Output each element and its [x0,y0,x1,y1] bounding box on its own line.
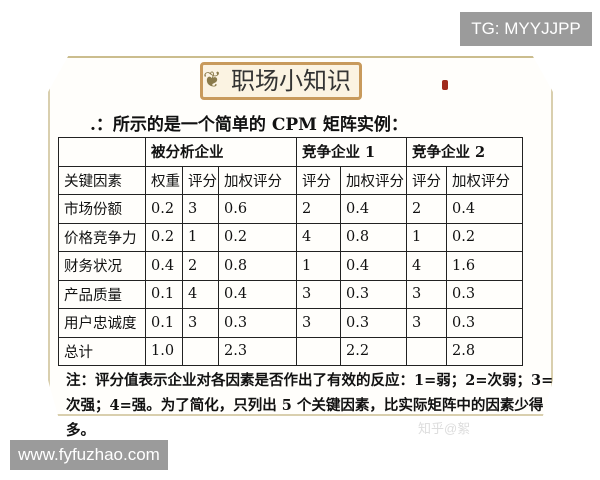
column-header: 加权评分 [218,165,297,195]
group-header: 竞争企业 2 [406,137,523,167]
table-cell: 1 [182,222,219,252]
table-cell: 0.4 [446,194,523,224]
table-cell: 3 [182,194,219,224]
column-header: 权重 [145,165,183,195]
table-cell [182,336,219,366]
table-cell: 4 [406,251,447,281]
table-row: 市场份额 0.2 3 0.6 2 0.4 2 0.4 [58,194,523,224]
table-cell: 1.6 [446,251,523,281]
group-header: 被分析企业 [145,137,297,167]
column-header: 评分 [182,165,219,195]
table-cell [406,336,447,366]
table-cell: 0.4 [340,194,407,224]
column-header: 加权评分 [446,165,523,195]
table-cell: 0.3 [340,308,407,338]
table-cell [296,336,341,366]
table-cell: 用户忠诚度 [58,308,146,338]
table-cell: 0.2 [145,222,183,252]
table-row: 用户忠诚度 0.1 3 0.3 3 0.3 3 0.3 [58,308,523,338]
page-title: 职场小知识 [200,62,362,100]
table-cell: 1.0 [145,336,183,366]
column-header: 加权评分 [340,165,407,195]
table-cell: 0.3 [340,279,407,309]
column-header: 评分 [406,165,447,195]
table-cell: 0.1 [145,308,183,338]
table-cell: 市场份额 [58,194,146,224]
note-text: 注：评分值表示企业对各因素是否作出了有效的反应：1=弱；2=次弱；3=次强；4=… [66,372,554,439]
table-cell: 0.8 [340,222,407,252]
table-cell: 3 [182,308,219,338]
table-cell: 2.2 [340,336,407,366]
orchid-icon: ❦ [203,68,222,93]
table-cell: 2.8 [446,336,523,366]
watermark-bottom: www.fyfuzhao.com [10,440,168,470]
table-row: 财务状况 0.4 2 0.8 1 0.4 4 1.6 [58,251,523,281]
table-cell: 0.3 [446,279,523,309]
table-cell: 2.3 [218,336,297,366]
table-cell: 2 [296,194,341,224]
table-cell: 1 [296,251,341,281]
table-cell: 0.2 [218,222,297,252]
table-cell: 财务状况 [58,251,146,281]
table-cell: 0.2 [145,194,183,224]
faint-watermark: 知乎@絮 [418,421,471,436]
group-header: 竞争企业 1 [296,137,407,167]
table-cell: 产品质量 [58,279,146,309]
table-row: 总计 1.0 2.3 2.2 2.8 [58,336,523,366]
table-cell: 1 [406,222,447,252]
table-cell: 0.6 [218,194,297,224]
table-cell: 总计 [58,336,146,366]
table-cell: 0.8 [218,251,297,281]
table-cell: 4 [296,222,341,252]
table-cell: 4 [182,279,219,309]
table-cell: 2 [406,194,447,224]
column-header: 评分 [296,165,341,195]
column-header-row: 关键因素 权重 评分 加权评分 评分 加权评分 评分 加权评分 [58,165,523,195]
table-cell: 3 [406,279,447,309]
table-cell: 3 [406,308,447,338]
cpm-table: 被分析企业 竞争企业 1 竞争企业 2 关键因素 权重 评分 加权评分 评分 加权评分 评分… [58,137,523,366]
table-cell: 价格竞争力 [58,222,146,252]
table-cell: 3 [296,308,341,338]
table-cell: 2 [182,251,219,281]
table-cell: 0.4 [340,251,407,281]
intro-text: .：所示的是一个简单的 CPM 矩阵实例： [90,115,408,135]
group-header-row: 被分析企业 竞争企业 1 竞争企业 2 [58,137,523,167]
table-cell: 0.4 [218,279,297,309]
seal-icon [442,80,448,90]
column-header: 关键因素 [58,165,146,195]
table-cell: 0.4 [145,251,183,281]
table-cell: 0.3 [218,308,297,338]
table-row: 价格竞争力 0.2 1 0.2 4 0.8 1 0.2 [58,222,523,252]
table-cell: 3 [296,279,341,309]
table-cell: 0.1 [145,279,183,309]
table-cell: 0.2 [446,222,523,252]
watermark-top: TG: MYYJJPP [460,12,592,46]
table-cell: 0.3 [446,308,523,338]
table-row: 产品质量 0.1 4 0.4 3 0.3 3 0.3 [58,279,523,309]
